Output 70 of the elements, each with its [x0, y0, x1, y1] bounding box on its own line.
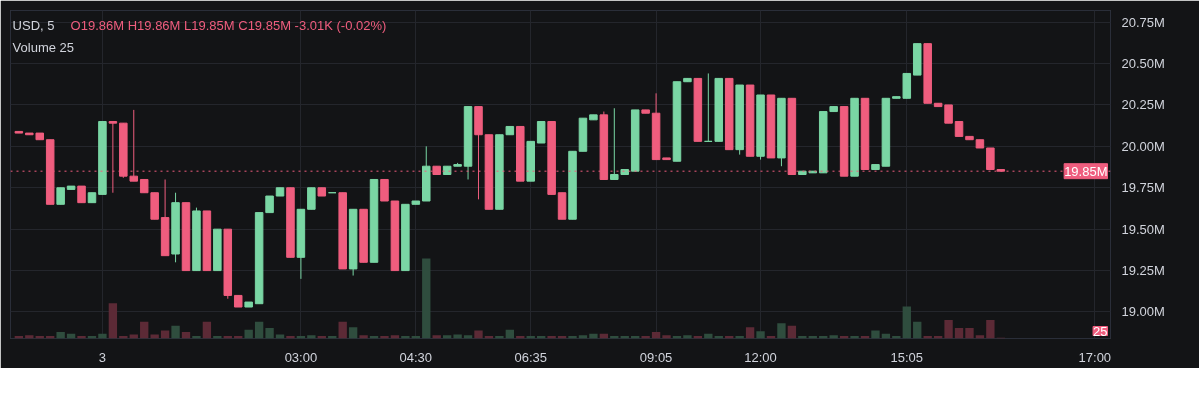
- bar: [965, 328, 974, 339]
- bar: [171, 325, 180, 339]
- bar: [265, 328, 274, 339]
- candlestick: [380, 178, 389, 202]
- bar: [850, 336, 859, 339]
- annotation: 25: [1093, 323, 1108, 339]
- bar: [77, 336, 86, 339]
- y-tick-label: 20.50M: [1121, 56, 1165, 72]
- bar: [662, 335, 671, 339]
- annotation: O19.86M H19.86M L19.85M C19.85M -3.01K (-0.02%): [70, 17, 387, 33]
- bar: [348, 327, 358, 339]
- text: USD, 5: [12, 17, 55, 33]
- y-tick-label: 20.75M: [1121, 14, 1165, 30]
- x-tick-label: 15:05: [890, 349, 924, 365]
- bar: [474, 330, 483, 339]
- bar: [902, 306, 911, 339]
- bar: [787, 325, 797, 339]
- bar: [98, 333, 107, 339]
- bar: [589, 333, 598, 339]
- y-tick-label: 20.25M: [1121, 97, 1165, 113]
- bar: [547, 336, 556, 339]
- x-tick-label: 17:00: [1078, 349, 1112, 365]
- bar: [756, 331, 765, 339]
- bar: [777, 323, 786, 339]
- bar: [56, 332, 65, 339]
- x-tick-label: 12:00: [744, 349, 777, 365]
- x-tick-label: 03:00: [284, 349, 318, 365]
- candlestick: [536, 120, 546, 144]
- bar: [422, 258, 431, 339]
- x-tick-label: 3: [98, 349, 107, 365]
- bar: [307, 335, 316, 339]
- bar: [286, 336, 295, 339]
- bar: [871, 330, 880, 339]
- bar: [683, 335, 692, 339]
- bar: [495, 336, 504, 339]
- bar: [986, 320, 995, 339]
- x-tick-label: 04:30: [399, 349, 433, 365]
- annotation: Volume 25: [12, 39, 75, 55]
- bar: [192, 336, 201, 339]
- bar: [202, 321, 212, 339]
- y-tick-label: 19.25M: [1121, 263, 1165, 279]
- bar: [140, 321, 149, 339]
- bar: [568, 336, 577, 339]
- y-tick-label: 19.50M: [1121, 221, 1165, 237]
- x-tick-label: 06:35: [514, 349, 548, 365]
- bar: [944, 320, 953, 339]
- bar: [735, 336, 744, 339]
- bar: [181, 332, 191, 339]
- bar: [254, 321, 264, 339]
- bar: [829, 335, 838, 339]
- y-tick-label: 20.00M: [1121, 138, 1165, 154]
- bar: [651, 332, 661, 339]
- candlestick: [307, 187, 316, 210]
- bar: [213, 336, 222, 339]
- bar: [108, 303, 118, 339]
- bar: [641, 336, 650, 339]
- bar: [359, 335, 368, 339]
- bar: [892, 336, 901, 339]
- bar: [380, 336, 389, 339]
- y-tick-label: 19.75M: [1121, 180, 1165, 196]
- bar: [338, 321, 347, 339]
- y-tick-label: 19.00M: [1121, 304, 1165, 320]
- bar: [745, 327, 755, 339]
- bar: [244, 329, 253, 339]
- x-tick-label: 09:05: [639, 349, 673, 365]
- bar: [954, 328, 964, 339]
- ref-line-label: 19.85M: [1064, 163, 1108, 179]
- bar: [401, 336, 410, 339]
- bar: [798, 336, 807, 339]
- bar: [913, 321, 922, 339]
